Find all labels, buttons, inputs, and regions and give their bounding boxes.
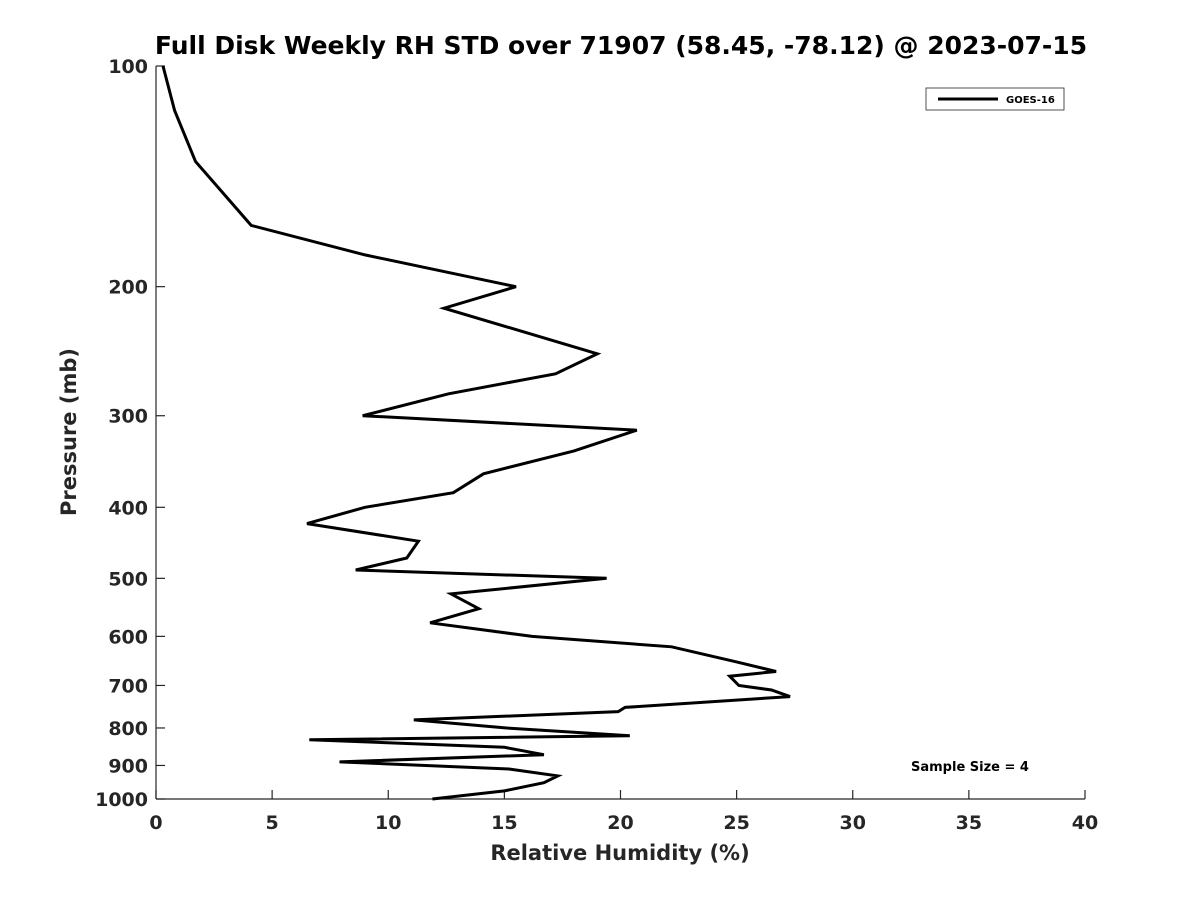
y-tick-label: 900 [108,755,148,777]
y-axis-label: Pressure (mb) [57,348,81,516]
y-tick-label: 800 [108,718,148,740]
legend: GOES-16 [925,87,1065,111]
x-tick-label: 35 [956,812,982,834]
y-tick-label: 1000 [95,789,148,811]
y-tick-label: 100 [108,56,148,78]
x-tick-label: 20 [607,812,633,834]
x-tick-label: 15 [491,812,517,834]
x-tick-label: 5 [266,812,279,834]
chart-title: Full Disk Weekly RH STD over 71907 (58.4… [155,31,1087,60]
x-tick-label: 30 [840,812,866,834]
x-ticks: 0 5 10 15 20 25 30 35 40 [149,790,1098,834]
y-tick-label: 300 [108,406,148,428]
y-tick-label: 200 [108,277,148,299]
series-line-goes-16 [161,65,791,801]
series-group [161,65,791,801]
x-tick-label: 25 [723,812,749,834]
y-tick-label: 500 [108,568,148,590]
x-tick-label: 40 [1072,812,1098,834]
legend-label-goes-16: GOES-16 [1006,95,1055,106]
x-tick-label: 10 [375,812,401,834]
y-tick-label: 700 [108,675,148,697]
x-tick-label: 0 [149,812,162,834]
y-tick-label: 400 [108,497,148,519]
y-tick-label: 600 [108,626,148,648]
sample-size-annotation: Sample Size = 4 [911,760,1029,775]
x-axis-label: Relative Humidity (%) [490,841,749,865]
y-ticks: 100 200 300 400 500 600 700 800 900 1000 [95,56,165,811]
